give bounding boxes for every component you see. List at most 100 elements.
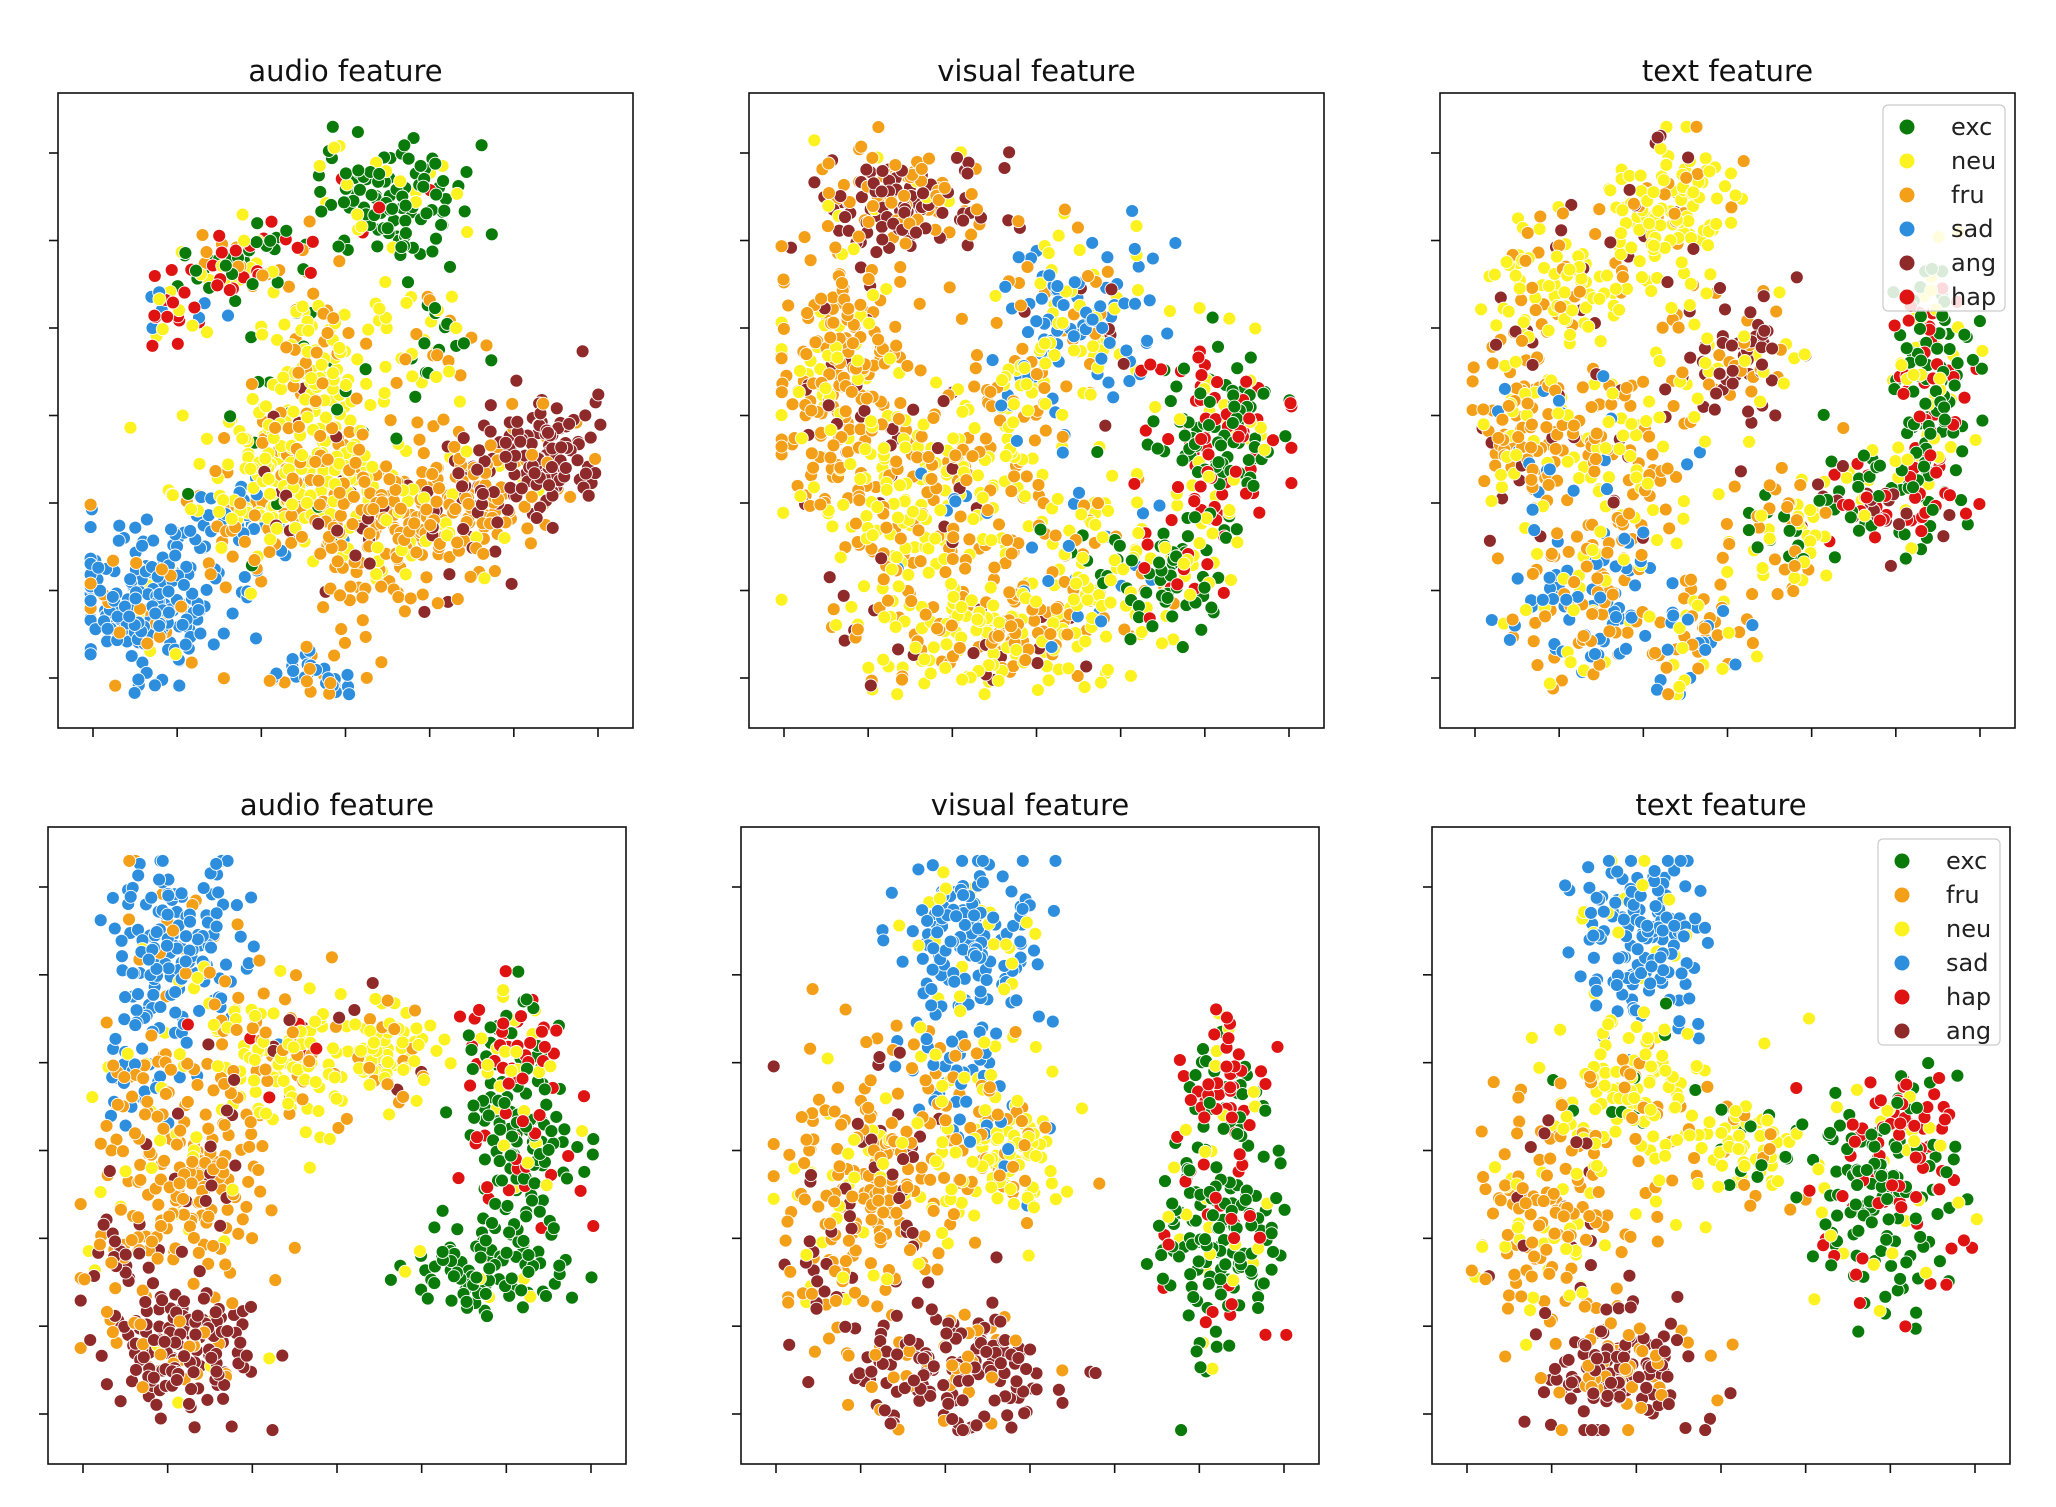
point-exc bbox=[1782, 523, 1797, 538]
point-sad bbox=[285, 652, 300, 666]
point-hap bbox=[166, 295, 180, 310]
point-ang bbox=[1660, 275, 1675, 290]
point-fru bbox=[851, 229, 866, 244]
point-fru bbox=[1091, 496, 1105, 511]
point-ang bbox=[906, 402, 921, 417]
point-fru bbox=[859, 391, 874, 406]
point-fru bbox=[387, 1022, 402, 1037]
point-sad bbox=[1168, 236, 1183, 250]
point-hap bbox=[264, 214, 279, 229]
point-sad bbox=[128, 591, 143, 606]
point-neu bbox=[1172, 412, 1187, 427]
point-fru bbox=[1477, 474, 1492, 489]
point-fru bbox=[1567, 575, 1582, 590]
point-hap bbox=[1194, 368, 1209, 383]
point-neu bbox=[286, 404, 301, 419]
point-neu bbox=[1080, 592, 1095, 607]
point-ang bbox=[1835, 459, 1850, 474]
point-neu bbox=[329, 1091, 344, 1106]
point-fru bbox=[113, 1202, 128, 1217]
point-fru bbox=[355, 590, 370, 605]
point-fru bbox=[255, 1139, 270, 1154]
point-neu bbox=[1753, 394, 1768, 409]
point-sad bbox=[1102, 335, 1117, 350]
point-fru bbox=[1684, 572, 1698, 587]
point-fru bbox=[349, 391, 364, 406]
point-fru bbox=[954, 311, 969, 326]
point-fru bbox=[487, 564, 502, 579]
point-exc bbox=[1152, 555, 1167, 570]
legend-label: sad bbox=[1951, 215, 1993, 243]
point-sad bbox=[225, 606, 240, 621]
point-neu bbox=[1724, 215, 1739, 230]
point-fru bbox=[912, 296, 927, 311]
point-fru bbox=[403, 591, 418, 606]
point-neu bbox=[1651, 203, 1666, 218]
point-fru bbox=[247, 553, 262, 568]
point-neu bbox=[1681, 214, 1696, 229]
point-neu bbox=[1906, 367, 1921, 382]
point-fru bbox=[348, 455, 363, 470]
point-neu bbox=[1099, 629, 1114, 644]
point-sad bbox=[139, 512, 154, 527]
point-neu bbox=[450, 186, 465, 201]
point-neu bbox=[861, 660, 876, 675]
point-fru bbox=[1615, 270, 1630, 284]
point-neu bbox=[1530, 546, 1545, 561]
point-ang bbox=[1892, 517, 1906, 532]
point-neu bbox=[409, 1093, 424, 1108]
point-fru bbox=[397, 604, 412, 619]
point-sad bbox=[342, 687, 357, 702]
point-ang bbox=[475, 486, 490, 501]
point-sad bbox=[1145, 251, 1160, 266]
point-fru bbox=[93, 1136, 108, 1151]
point-ang bbox=[200, 1392, 215, 1407]
point-ang bbox=[347, 1003, 362, 1017]
point-ang bbox=[874, 184, 889, 199]
point-sad bbox=[233, 929, 248, 944]
point-neu bbox=[370, 540, 385, 555]
point-fru bbox=[374, 655, 389, 670]
point-exc bbox=[325, 119, 340, 134]
panel-title: audio feature bbox=[240, 788, 434, 822]
point-fru bbox=[1007, 469, 1022, 484]
point-sad bbox=[286, 664, 301, 678]
point-sad bbox=[131, 868, 146, 883]
point-sad bbox=[127, 685, 142, 700]
point-neu bbox=[339, 378, 353, 392]
point-sad bbox=[244, 890, 259, 905]
point-sad bbox=[1636, 525, 1651, 540]
point-fru bbox=[173, 1123, 188, 1138]
point-ang bbox=[863, 678, 878, 693]
point-exc bbox=[586, 1132, 601, 1147]
point-fru bbox=[1661, 687, 1676, 702]
point-fru bbox=[893, 274, 908, 289]
point-sad bbox=[1056, 298, 1071, 312]
point-fru bbox=[1491, 430, 1506, 445]
point-neu bbox=[270, 332, 285, 347]
point-fru bbox=[1528, 303, 1543, 318]
point-fru bbox=[1657, 187, 1672, 202]
point-neu bbox=[442, 364, 457, 379]
point-neu bbox=[1006, 415, 1021, 430]
point-hap bbox=[147, 269, 162, 283]
point-ang bbox=[1789, 270, 1804, 285]
point-neu bbox=[1224, 573, 1238, 587]
point-fru bbox=[1662, 521, 1677, 536]
point-exc bbox=[560, 1171, 574, 1186]
point-exc bbox=[1914, 353, 1928, 368]
point-fru bbox=[479, 338, 494, 353]
point-fru bbox=[104, 1255, 119, 1270]
point-fru bbox=[1626, 196, 1641, 211]
point-neu bbox=[168, 647, 183, 662]
point-ang bbox=[1658, 382, 1673, 397]
point-exc bbox=[437, 203, 452, 218]
point-neu bbox=[1642, 609, 1657, 624]
point-sad bbox=[211, 885, 226, 900]
point-exc bbox=[398, 213, 413, 228]
point-fru bbox=[352, 442, 367, 457]
point-neu bbox=[1737, 353, 1752, 368]
point-hap bbox=[372, 200, 387, 215]
point-fru bbox=[1576, 629, 1591, 643]
point-fru bbox=[117, 1070, 132, 1085]
